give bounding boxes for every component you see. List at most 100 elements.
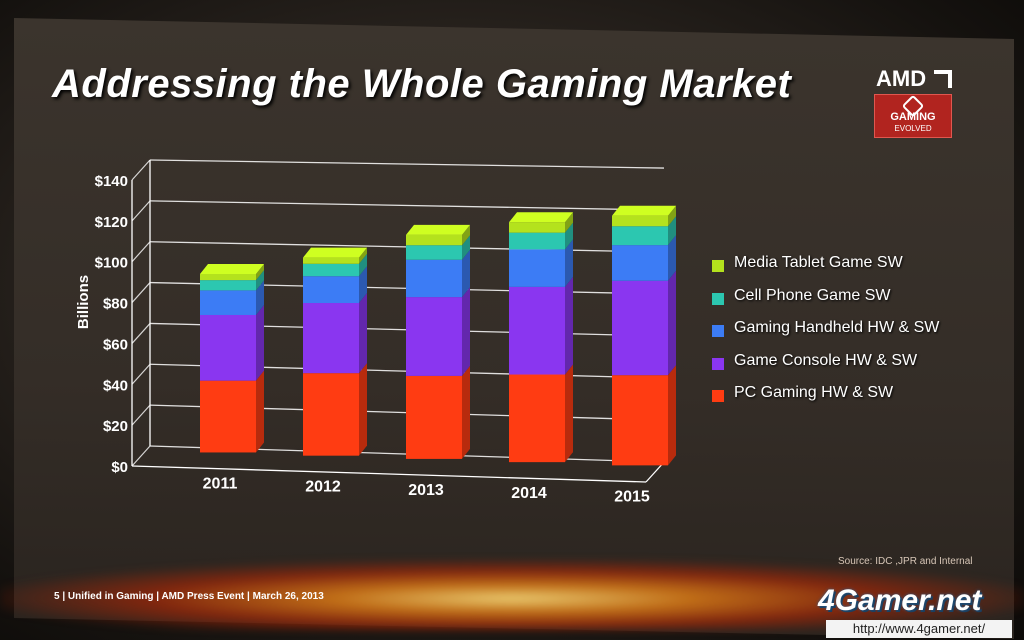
bar-segment	[406, 234, 462, 246]
bar-segment	[509, 286, 565, 375]
bar-segment	[303, 303, 359, 374]
bar-segment	[406, 375, 462, 459]
bar-segment	[612, 215, 668, 227]
wall-edge-line	[131, 282, 151, 303]
bar-segment	[303, 276, 359, 304]
y-tick-label: $140	[95, 173, 128, 190]
x-tick-label: 2014	[511, 485, 547, 502]
x-tick-label: 2015	[614, 488, 650, 505]
y-tick-label: $120	[95, 214, 128, 231]
bar-side-face	[462, 224, 470, 246]
bar-side-face	[359, 247, 367, 264]
floor-right-edge	[645, 461, 665, 483]
bar-segment	[612, 280, 668, 376]
bar-side-face	[565, 239, 573, 287]
bar-segment	[612, 245, 668, 281]
x-tick-label: 2012	[305, 479, 341, 496]
y-axis-label: Billions	[75, 275, 92, 329]
bar-top-face	[406, 224, 470, 235]
bar-side-face	[565, 222, 573, 250]
bar-segment	[509, 222, 565, 233]
decorative-glow	[0, 560, 1024, 630]
bar-side-face	[668, 270, 676, 376]
wall-edge-line	[131, 445, 151, 467]
bar-side-face	[462, 365, 470, 459]
legend-swatch	[712, 292, 724, 305]
gaming-evolved-badge: GAMING EVOLVED	[874, 94, 952, 138]
bar-segment	[303, 257, 359, 264]
bar-top-face	[200, 263, 264, 274]
bar-side-face	[256, 370, 264, 453]
legend-swatch	[712, 325, 724, 337]
bar-side-face	[256, 270, 264, 291]
bar-top-face	[612, 205, 676, 216]
bar-side-face	[256, 263, 264, 281]
wall-edge-line	[131, 200, 151, 222]
gridline	[149, 159, 665, 169]
bar-segment	[200, 290, 256, 315]
bar-segment	[509, 374, 565, 463]
wall-edge-line	[131, 241, 151, 263]
bar-side-face	[668, 365, 676, 466]
legend-swatch	[712, 260, 724, 272]
bar-side-face	[668, 205, 676, 227]
slide-footer: 5 | Unified in Gaming | AMD Press Event …	[54, 591, 324, 602]
bar-segment	[612, 226, 668, 246]
floor-front-edge	[131, 465, 647, 483]
bar-segment	[200, 280, 256, 291]
x-tick-label: 2013	[408, 482, 444, 499]
legend-label: Cell Phone Game SW	[734, 286, 891, 304]
amd-arrow-icon	[934, 70, 952, 88]
y-tick-label: $40	[103, 377, 128, 394]
badge-line1: GAMING	[890, 111, 936, 123]
bar-side-face	[462, 287, 470, 376]
bar-segment	[200, 380, 256, 453]
bar-side-face	[565, 364, 573, 463]
legend-label: Media Tablet Game SW	[734, 254, 903, 271]
bar-side-face	[359, 363, 367, 456]
bar-side-face	[256, 304, 264, 381]
bar-segment	[303, 263, 359, 277]
bar-side-face	[668, 235, 676, 281]
badge-line2: EVOLVED	[894, 124, 932, 133]
legend-label: Gaming Handheld HW & SW	[734, 319, 940, 336]
bar-segment	[406, 297, 462, 376]
y-tick-label: $100	[95, 255, 128, 272]
bar-side-face	[565, 276, 573, 375]
bar-top-face	[303, 247, 367, 258]
bar-segment	[406, 245, 462, 260]
bar-segment	[509, 249, 565, 287]
y-tick-label: $60	[103, 336, 128, 353]
y-tick-label: $20	[103, 418, 128, 435]
bar-side-face	[359, 253, 367, 277]
wall-edge-line	[131, 323, 151, 344]
bar-top-face	[509, 212, 573, 223]
slide-title: Addressing the Whole Gaming Market	[52, 62, 792, 106]
bar-segment	[200, 273, 256, 281]
x-tick-label: 2011	[203, 475, 238, 492]
bar-segment	[612, 375, 668, 466]
amd-brand-text: AMD	[876, 66, 927, 91]
y-tick-label: $0	[111, 459, 128, 476]
watermark-url: http://www.4gamer.net/	[826, 620, 1012, 638]
wall-edge-line	[131, 159, 151, 181]
bar-side-face	[668, 216, 676, 246]
gridline	[149, 200, 665, 211]
bar-segment	[200, 314, 256, 381]
bar-segment	[406, 259, 462, 298]
bar-side-face	[462, 235, 470, 260]
bar-segment	[303, 373, 359, 456]
bar-side-face	[359, 266, 367, 304]
amd-logo: AMD GAMING EVOLVED	[870, 64, 954, 138]
wall-edge-line	[131, 404, 151, 426]
legend-swatch	[712, 357, 724, 370]
y-tick-label: $80	[103, 296, 128, 313]
bar-segment	[509, 232, 565, 250]
legend-label: PC Gaming HW & SW	[734, 384, 894, 401]
bar-side-face	[256, 280, 264, 315]
legend-swatch	[712, 390, 724, 402]
bar-side-face	[359, 293, 367, 374]
bar-side-face	[565, 212, 573, 233]
